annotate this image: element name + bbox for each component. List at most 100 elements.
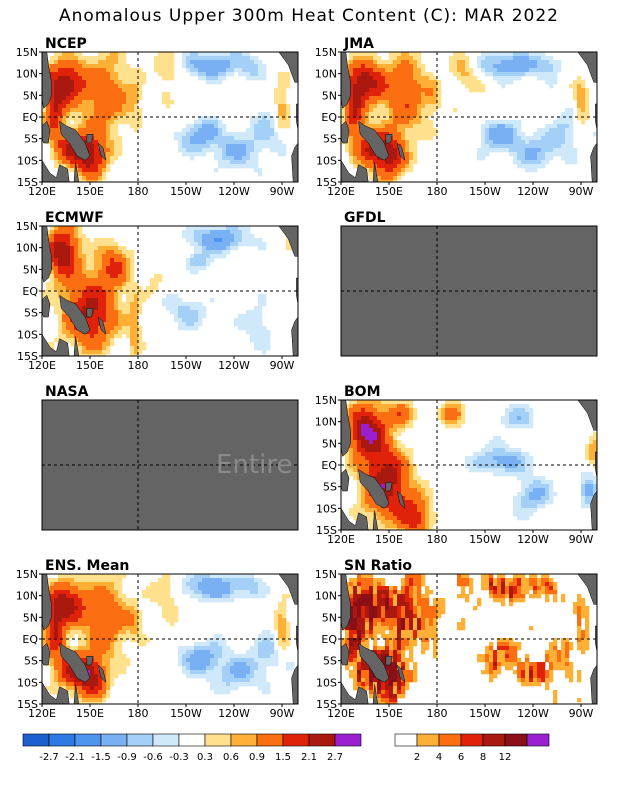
colorbar-label: 0.3 (197, 752, 213, 763)
x-tick-label: 150W (469, 185, 501, 198)
colorbar-swatch (22, 733, 50, 747)
y-tick-label: 5N (322, 437, 337, 450)
y-tick-label: 15S (316, 698, 337, 711)
x-tick-label: 90W (270, 359, 295, 372)
x-tick-label: 150E (375, 185, 403, 198)
panel-map-area (42, 574, 298, 704)
y-tick-label: 5S (323, 655, 337, 668)
x-tick-label: 120W (218, 707, 250, 720)
colorbar-label: 4 (436, 752, 442, 763)
y-tick-label: 5N (23, 611, 38, 624)
y-tick-label: EQ (321, 459, 337, 472)
x-tick-label: 90W (270, 707, 295, 720)
x-tick-label: 120E (28, 359, 56, 372)
panel-map-area (42, 226, 298, 356)
colorbar-label: 1.5 (275, 752, 291, 763)
y-tick-label: 15N (16, 46, 38, 59)
y-tick-label: 10N (315, 416, 337, 429)
y-tick-label: 15S (17, 350, 38, 363)
heat-field (341, 574, 590, 704)
land-mask (42, 226, 298, 356)
y-tick-label: 10S (316, 502, 337, 515)
x-tick-label: 150W (170, 707, 202, 720)
y-tick-label: 15N (16, 568, 38, 581)
x-tick-label: 150W (469, 707, 501, 720)
y-tick-label: 10N (315, 68, 337, 81)
panel-label: BOM (344, 384, 381, 400)
undefined-grid-text: Entire Grid Undefined (216, 450, 497, 480)
panel-frame (340, 225, 598, 357)
colorbar-swatch (152, 733, 180, 747)
x-tick-label: 150E (375, 533, 403, 546)
panel-label: NCEP (45, 36, 87, 52)
panel-map-area (341, 400, 597, 530)
x-tick-label: 120E (28, 185, 56, 198)
y-tick-label: 15N (16, 220, 38, 233)
colorbar-label: -2.1 (65, 752, 85, 763)
y-tick-label: 5N (322, 611, 337, 624)
x-tick-label: 150E (76, 185, 104, 198)
land-mask (341, 574, 597, 704)
colorbar-label: -0.6 (143, 752, 163, 763)
land-mask (341, 52, 597, 182)
y-tick-label: 10N (16, 68, 38, 81)
y-tick-label: 15S (316, 524, 337, 537)
panel-map-area (341, 574, 597, 704)
panel-nasa: Entire Grid Undefined NASA (41, 384, 497, 531)
colorbar-label: 6 (458, 752, 464, 763)
y-tick-label: 15N (315, 394, 337, 407)
colorbar-label: 0.9 (249, 752, 265, 763)
panel-label: JMA (343, 36, 374, 52)
x-tick-label: 180 (427, 533, 448, 546)
colorbar-swatch (282, 733, 310, 747)
x-tick-label: 180 (128, 707, 149, 720)
colorbar-label: -0.3 (169, 752, 189, 763)
x-tick-label: 180 (427, 185, 448, 198)
x-tick-label: 120W (218, 185, 250, 198)
colorbar-label: 2.7 (327, 752, 343, 763)
colorbar-swatch (526, 733, 550, 747)
colorbar-swatch (504, 733, 528, 747)
x-tick-label: 120E (28, 707, 56, 720)
colorbar-swatch (334, 733, 362, 747)
x-tick-label: 180 (128, 359, 149, 372)
colorbar-label: 12 (499, 752, 512, 763)
colorbar-swatch (394, 733, 418, 747)
panel-frame (41, 399, 299, 531)
y-tick-label: 5S (323, 133, 337, 146)
colorbar-swatch (438, 733, 462, 747)
heat-field (341, 400, 597, 530)
colorbar-swatch (204, 733, 232, 747)
y-tick-label: 15N (315, 568, 337, 581)
y-tick-label: 10S (17, 328, 38, 341)
x-tick-label: 120E (327, 707, 355, 720)
y-tick-label: 5S (24, 133, 38, 146)
y-tick-label: 5S (24, 307, 38, 320)
anomaly-colorbar: -2.7 -2.1 -1.5 -0.9 -0.6 -0.3 0.3 0.6 0.9 1.5 2.1 2… (22, 733, 362, 763)
heat-field (341, 52, 597, 182)
panel-map-area: Entire Grid Undefined (42, 400, 497, 530)
x-tick-label: 150W (469, 533, 501, 546)
colorbar-swatch (416, 733, 440, 747)
x-tick-label: 120E (327, 185, 355, 198)
panel-map-area (341, 226, 597, 356)
x-tick-label: 150W (170, 185, 202, 198)
x-tick-label: 120W (517, 707, 549, 720)
y-tick-label: 5S (24, 655, 38, 668)
heat-field (42, 574, 295, 704)
y-tick-label: 10N (16, 242, 38, 255)
y-tick-label: EQ (22, 633, 38, 646)
colorbar-swatch (126, 733, 154, 747)
x-tick-label: 150E (375, 707, 403, 720)
colorbar-swatch (230, 733, 258, 747)
colorbar-swatch (74, 733, 102, 747)
panel-label: GFDL (344, 210, 386, 226)
x-tick-label: 150W (170, 359, 202, 372)
y-tick-label: 10N (16, 590, 38, 603)
